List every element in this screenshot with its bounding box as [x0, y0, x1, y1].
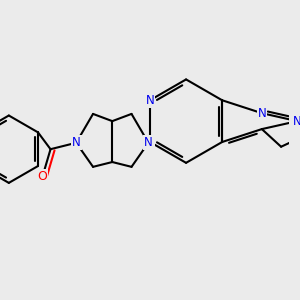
Text: N: N [257, 107, 266, 120]
Text: N: N [146, 136, 154, 148]
Text: O: O [38, 170, 47, 183]
Text: N: N [144, 136, 153, 149]
Text: N: N [146, 94, 154, 107]
Text: N: N [293, 115, 300, 128]
Text: N: N [72, 136, 81, 149]
